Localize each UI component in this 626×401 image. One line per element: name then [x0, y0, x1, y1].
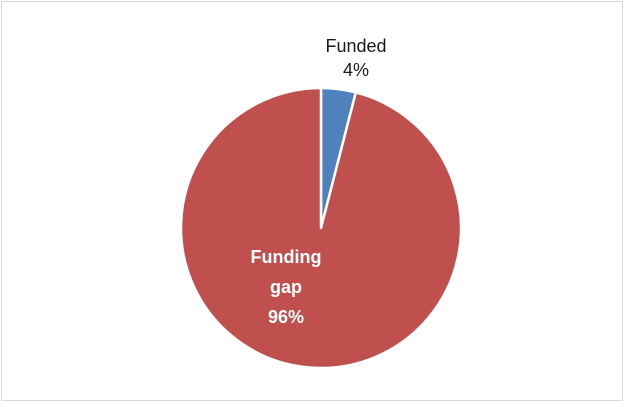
pie-slice-funding-gap	[181, 88, 461, 368]
data-label-line: Funded	[325, 36, 386, 56]
data-label-line: Funding	[251, 247, 322, 267]
data-label-funded: Funded 4%	[325, 36, 386, 80]
pie-slices	[181, 88, 461, 368]
data-label-line: gap	[270, 277, 302, 297]
data-label-line: 4%	[343, 60, 369, 80]
data-label-line: 96%	[268, 307, 304, 327]
